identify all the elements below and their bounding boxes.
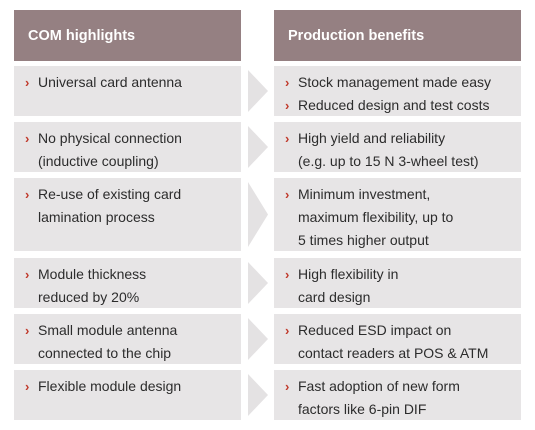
highlight-cell: › No physical connection (inductive coupl…	[14, 122, 241, 172]
chevron-right-icon: ›	[25, 75, 30, 90]
list-item: › Stock management made easy	[285, 71, 513, 94]
table-row: › Universal card antenna › Stock management…	[0, 66, 535, 116]
list-item: › Fast adoption of new form factors like …	[285, 375, 513, 421]
highlight-cell: › Universal card antenna	[14, 66, 241, 116]
benefit-cell: › Stock management made easy › Reduced desi…	[274, 66, 521, 116]
arrow-right-icon	[246, 258, 270, 308]
benefit-text: High yield and reliability (e.g. up to 1…	[298, 130, 479, 169]
highlight-cell: › Re-use of existing card lamination proc…	[14, 178, 241, 251]
list-item: › Small module antenna connected to the c…	[25, 319, 233, 365]
chevron-right-icon: ›	[25, 187, 30, 202]
table-row: › Flexible module design › Fast adoption of…	[0, 370, 535, 420]
list-item: › Minimum investment, maximum flexibility…	[285, 183, 513, 252]
list-item: › Reduced ESD impact on contact readers a…	[285, 319, 513, 365]
chevron-right-icon: ›	[285, 131, 290, 146]
benefit-text: Stock management made easy	[298, 74, 491, 90]
benefit-text: Reduced design and test costs	[298, 97, 490, 113]
highlight-cell: › Module thickness reduced by 20%	[14, 258, 241, 308]
chevron-right-icon: ›	[285, 98, 290, 113]
chevron-right-icon: ›	[285, 267, 290, 282]
table-row: › No physical connection (inductive coupl…	[0, 122, 535, 172]
list-item: › Module thickness reduced by 20%	[25, 263, 233, 309]
header-production-benefits: Production benefits	[274, 10, 521, 61]
arrow-right-icon	[246, 178, 270, 251]
benefit-cell: › Reduced ESD impact on contact readers a…	[274, 314, 521, 364]
arrow-right-icon	[246, 66, 270, 116]
highlight-cell: › Flexible module design	[14, 370, 241, 420]
benefit-text: Minimum investment, maximum flexibility,…	[298, 186, 454, 248]
arrow-right-icon	[246, 370, 270, 420]
benefit-text: Fast adoption of new form factors like 6…	[298, 378, 460, 417]
highlight-text: Small module antenna connected to the ch…	[38, 322, 178, 361]
highlight-text: Re-use of existing card lamination proce…	[38, 186, 182, 225]
highlight-cell: › Small module antenna connected to the c…	[14, 314, 241, 364]
benefit-cell: › Minimum investment, maximum flexibility…	[274, 178, 521, 251]
list-item: › Universal card antenna	[25, 71, 233, 94]
highlight-text: Universal card antenna	[38, 74, 182, 90]
benefit-text: High flexibility in card design	[298, 266, 399, 305]
arrow-right-icon	[246, 122, 270, 172]
list-item: › Flexible module design	[25, 375, 233, 398]
highlight-text: No physical connection (inductive coupli…	[38, 130, 182, 169]
list-item: › Reduced design and test costs	[285, 94, 513, 117]
benefit-text: Reduced ESD impact on contact readers at…	[298, 322, 489, 361]
list-item: › No physical connection (inductive coupl…	[25, 127, 233, 173]
header-com-highlights-label: COM highlights	[28, 27, 136, 44]
header-com-highlights: COM highlights	[14, 10, 241, 61]
chevron-right-icon: ›	[25, 379, 30, 394]
chevron-right-icon: ›	[25, 323, 30, 338]
benefit-cell: › Fast adoption of new form factors like …	[274, 370, 521, 420]
table-row: › Module thickness reduced by 20% › High fl…	[0, 258, 535, 308]
chevron-right-icon: ›	[285, 379, 290, 394]
table-row: › Re-use of existing card lamination proc…	[0, 178, 535, 251]
list-item: › Re-use of existing card lamination proc…	[25, 183, 233, 229]
chevron-right-icon: ›	[285, 75, 290, 90]
chevron-right-icon: ›	[25, 131, 30, 146]
benefit-cell: › High yield and reliability (e.g. up to …	[274, 122, 521, 172]
benefit-cell: › High flexibility in card design	[274, 258, 521, 308]
header-production-benefits-label: Production benefits	[288, 27, 425, 44]
chevron-right-icon: ›	[285, 187, 290, 202]
list-item: › High flexibility in card design	[285, 263, 513, 309]
list-item: › High yield and reliability (e.g. up to …	[285, 127, 513, 173]
highlight-text: Module thickness reduced by 20%	[38, 266, 147, 305]
table-row: › Small module antenna connected to the c…	[0, 314, 535, 364]
highlight-text: Flexible module design	[38, 378, 182, 394]
chevron-right-icon: ›	[25, 267, 30, 282]
chevron-right-icon: ›	[285, 323, 290, 338]
arrow-right-icon	[246, 314, 270, 364]
